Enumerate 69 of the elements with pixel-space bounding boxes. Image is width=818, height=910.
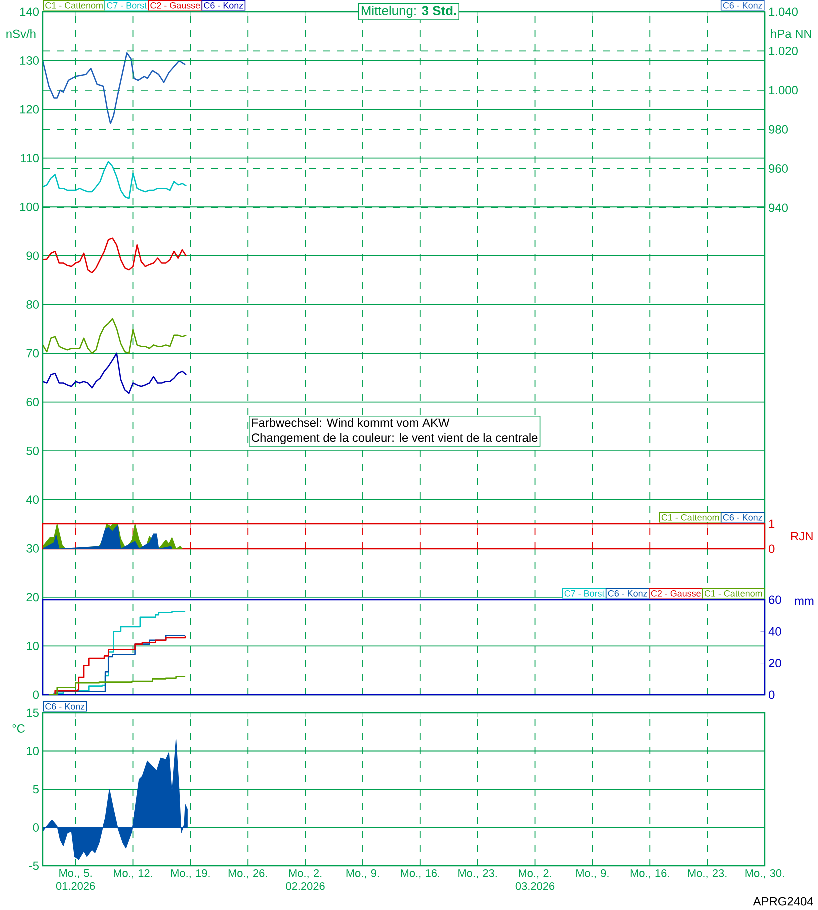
- y-tick-label: 100: [20, 202, 40, 212]
- y-tick-label: -5: [29, 862, 39, 870]
- legend-label: C6 - Konz: [46, 703, 85, 710]
- y-tick-label: 80: [26, 300, 40, 309]
- y-tick-label: 0: [33, 824, 40, 832]
- legend-label: C6 - Konz: [608, 590, 648, 597]
- annotation: Mittelung: 3 Std.: [362, 6, 456, 18]
- legend-label: C7 - Borst: [564, 590, 605, 597]
- y-tick-label: 0: [768, 544, 775, 554]
- x-tick-label: Mo., 16.: [401, 870, 440, 879]
- y2-tick-label: 1.000: [769, 86, 798, 95]
- legend-label: C6 - Konz: [204, 2, 244, 9]
- y2-tick-label: 1.020: [769, 46, 798, 56]
- legend-label: C1 - Cattenom: [46, 2, 103, 9]
- x-tick-label: Mo., 9.: [576, 870, 609, 879]
- y-axis-title: mm: [795, 598, 814, 606]
- y-tick-label: 70: [26, 349, 40, 358]
- annotation: Changement de la couleur: le vent vient de la centrale: [252, 433, 538, 444]
- y-tick-label: 140: [20, 8, 40, 16]
- y-tick-label: 110: [21, 154, 40, 163]
- y2-tick-label: 1.040: [769, 8, 798, 16]
- x-tick-label: Mo., 9.: [346, 870, 380, 879]
- y2-tick-label: 960: [769, 164, 788, 174]
- legend-label: C1 - Cattenom: [662, 514, 720, 521]
- legend-label: C6 - Konz: [723, 514, 762, 521]
- y-tick-label: 10: [27, 642, 40, 650]
- y-tick-label: 1: [769, 520, 775, 528]
- y-tick-label: 120: [20, 105, 40, 114]
- y2-axis-title: hPa NN: [771, 30, 812, 38]
- x-tick-label: Mo., 5. 01.2026: [56, 870, 96, 890]
- x-tick-label: Mo., 2. 02.2026: [286, 870, 325, 890]
- y-tick-label: 5: [33, 785, 39, 794]
- y-axis-title: RJN: [792, 532, 813, 541]
- y-tick-label: 10: [27, 747, 40, 756]
- x-tick-label: Mo., 16.: [630, 870, 670, 879]
- y-tick-label: 20: [769, 659, 782, 668]
- legend-label: C2 - Gausse: [150, 2, 200, 9]
- y-tick-label: 40: [768, 627, 782, 636]
- x-tick-label: Mo., 26.: [228, 870, 268, 879]
- y-axis-title: nSv/h: [6, 30, 36, 38]
- line-series: [43, 238, 188, 274]
- legend-label: C2 - Gausse: [651, 590, 701, 597]
- y-tick-label: 130: [20, 56, 40, 65]
- y2-tick-label: 940: [769, 204, 788, 212]
- x-tick-label: Mo., 2. 03.2026: [516, 870, 555, 890]
- y-tick-label: 20: [26, 593, 40, 602]
- x-tick-label: Mo., 12.: [114, 870, 152, 879]
- y-tick-label: 0: [768, 690, 775, 700]
- y-tick-label: 60: [26, 398, 40, 407]
- legend-label: C1 - Cattenom: [704, 590, 762, 597]
- y-tick-label: 40: [26, 496, 40, 504]
- legend-label: C6 - Konz: [723, 2, 762, 9]
- y-axis-title: °C: [12, 724, 26, 733]
- y2-tick-label: 980: [769, 125, 788, 134]
- y-tick-label: 30: [26, 544, 40, 553]
- text: APRG2404: [753, 897, 814, 906]
- y-tick-label: 15: [27, 708, 39, 718]
- y-tick-label: 0: [33, 690, 40, 700]
- annotation: Farbwechsel: Wind kommt vom AKW: [252, 418, 450, 428]
- x-tick-label: Mo., 19.: [171, 870, 210, 879]
- line-series: [43, 52, 186, 124]
- y-tick-label: 60: [769, 596, 782, 604]
- x-tick-label: Mo., 30.: [746, 870, 784, 879]
- y-tick-label: 50: [26, 446, 40, 456]
- legend-label: C7 - Borst: [107, 2, 147, 9]
- x-tick-label: Mo., 23.: [458, 870, 497, 879]
- y-tick-label: 90: [26, 252, 40, 260]
- line-series: [43, 352, 188, 394]
- x-tick-label: Mo., 23.: [688, 870, 727, 879]
